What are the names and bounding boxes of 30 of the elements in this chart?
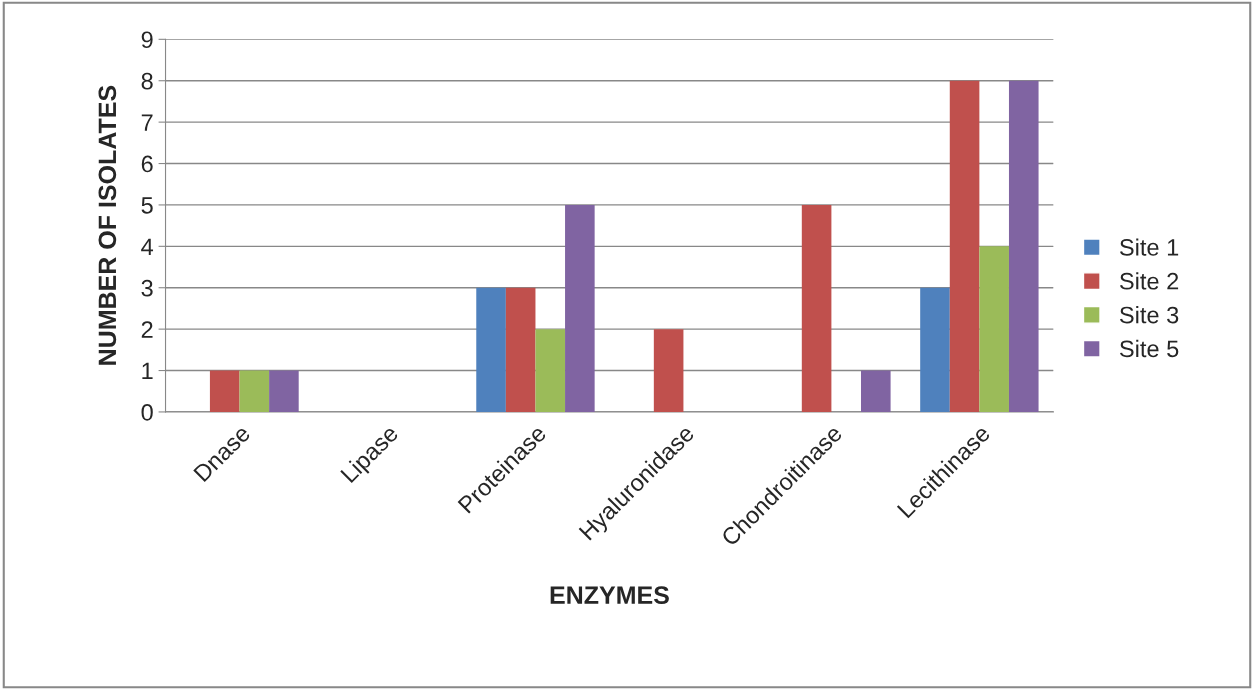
bar	[209, 370, 240, 412]
y-tick-label: 3	[141, 279, 153, 297]
bar	[565, 204, 595, 412]
y-tick-label: 7	[141, 114, 153, 131]
y-tick-label: 9	[141, 31, 153, 49]
bar	[949, 80, 980, 412]
bar	[979, 246, 1009, 412]
legend-label: Site 5	[1119, 339, 1179, 358]
bar	[801, 204, 832, 412]
bar	[476, 287, 506, 412]
bar	[505, 287, 536, 412]
bar	[1008, 80, 1039, 412]
bar	[269, 370, 299, 412]
bar	[535, 329, 566, 412]
x-axis-title: ENZYMES	[550, 586, 669, 604]
y-tick-label: 5	[141, 197, 153, 214]
legend-label: Site 3	[1119, 306, 1179, 324]
bar	[239, 370, 270, 412]
bar	[653, 329, 684, 412]
y-tick-label: 6	[141, 155, 153, 173]
legend-label: Site 2	[1119, 272, 1179, 290]
y-tick-label: 0	[141, 404, 153, 421]
bar	[920, 287, 950, 412]
y-tick-label: 1	[142, 362, 153, 380]
legend-label: Site 1	[1119, 238, 1179, 256]
y-tick-label: 8	[141, 72, 153, 90]
y-tick-label: 4	[141, 238, 154, 255]
y-tick-label: 2	[141, 321, 153, 338]
y-axis-title: NUMBER OF ISOLATES	[98, 85, 117, 365]
bar	[861, 370, 891, 412]
